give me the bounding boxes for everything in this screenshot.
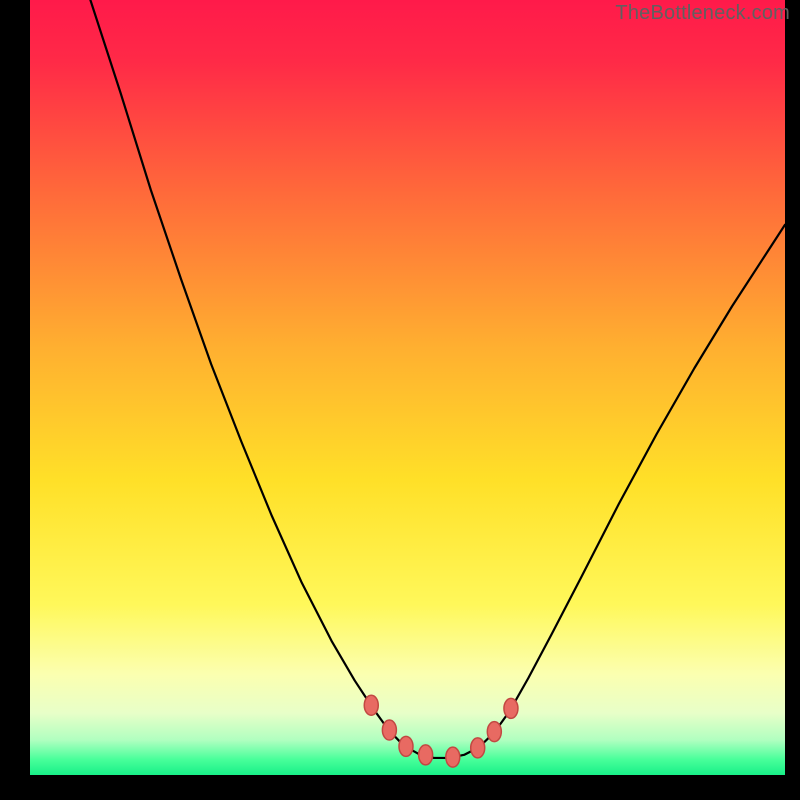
curve-marker <box>364 695 378 715</box>
curve-marker <box>504 698 518 718</box>
curve-marker <box>446 747 460 767</box>
curve-marker <box>382 720 396 740</box>
curve-marker <box>471 738 485 758</box>
bottleneck-curve <box>90 0 785 758</box>
attribution-text: TheBottleneck.com <box>615 2 790 25</box>
curve-marker <box>487 722 501 742</box>
plot-area <box>30 0 785 775</box>
marker-group <box>364 695 518 767</box>
curve-marker <box>419 745 433 765</box>
curve-layer <box>30 0 785 775</box>
curve-marker <box>399 736 413 756</box>
